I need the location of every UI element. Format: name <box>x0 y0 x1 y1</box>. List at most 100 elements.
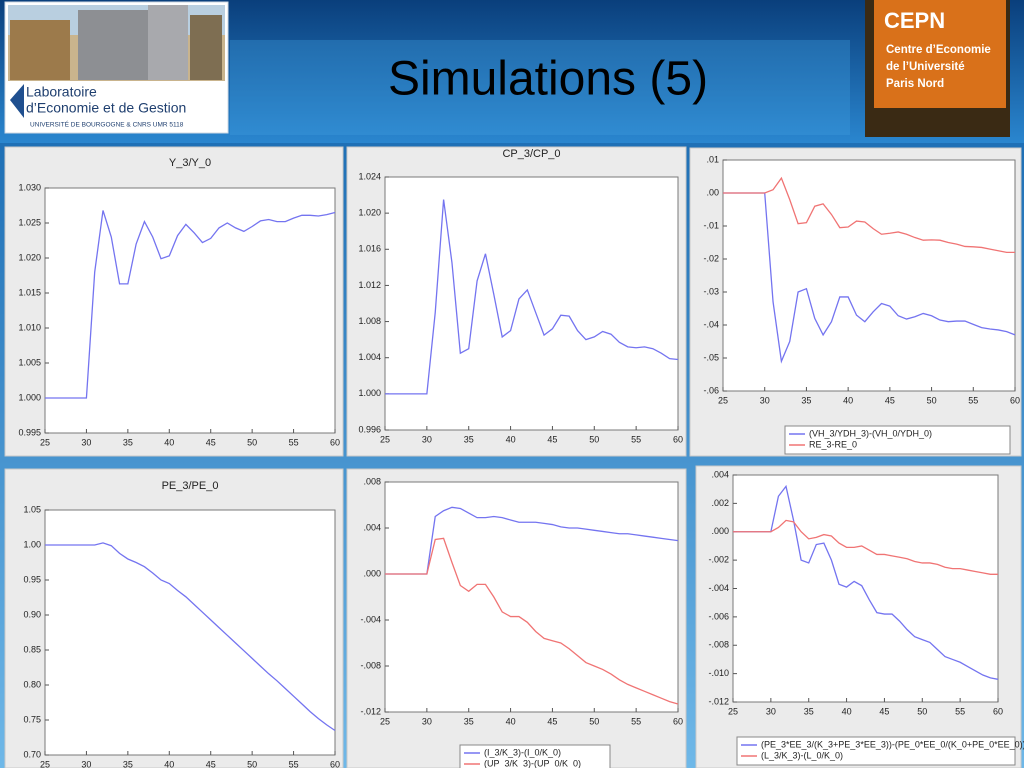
logo-text: de l’Université <box>886 61 965 73</box>
x-tick-label: 60 <box>330 759 340 768</box>
y-tick-label: 1.000 <box>358 388 381 398</box>
y-tick-label: 0.995 <box>18 427 41 437</box>
y-tick-label: .008 <box>363 476 381 486</box>
y-tick-label: -.04 <box>703 319 719 329</box>
y-tick-label: 1.015 <box>18 287 41 297</box>
y-tick-label: 1.030 <box>18 182 41 192</box>
x-tick-label: 45 <box>547 716 557 726</box>
y-tick-label: 1.05 <box>23 504 41 514</box>
chart-title: PE_3/PE_0 <box>162 480 219 492</box>
y-tick-label: -.006 <box>708 611 729 621</box>
x-tick-label: 25 <box>728 706 738 716</box>
y-tick-label: .000 <box>711 526 729 536</box>
legend-label: (VH_3/YDH_3)-(VH_0/YDH_0) <box>809 428 932 438</box>
legend-box <box>736 736 1016 766</box>
series-line <box>385 506 679 575</box>
x-tick-label: 35 <box>804 706 814 716</box>
x-tick-label: 40 <box>506 716 516 726</box>
x-tick-label: 35 <box>123 759 133 768</box>
y-tick-label: 1.004 <box>358 352 381 362</box>
y-tick-label: 1.024 <box>358 171 381 181</box>
x-tick-label: 45 <box>206 759 216 768</box>
y-tick-label: .01 <box>706 154 719 164</box>
logo-text: CEPN <box>884 8 945 33</box>
y-tick-label: 0.85 <box>23 644 41 654</box>
y-tick-label: -.03 <box>703 286 719 296</box>
logo-panel <box>874 0 1006 108</box>
x-tick-label: 25 <box>40 759 50 768</box>
y-tick-label: 1.010 <box>18 322 41 332</box>
x-tick-label: 50 <box>917 706 927 716</box>
y-tick-label: -.002 <box>708 555 729 565</box>
x-tick-label: 55 <box>289 437 299 447</box>
legend-label: (L_3/K_3)-(L_0/K_0) <box>761 750 843 760</box>
legend-label: (UP_3/K_3)-(UP_0/K_0) <box>484 758 581 768</box>
y-tick-label: -.01 <box>703 220 719 230</box>
logo-text: Paris Nord <box>886 78 944 90</box>
x-tick-label: 30 <box>422 716 432 726</box>
y-tick-label: 0.80 <box>23 679 41 689</box>
charts: Y_3/Y_0 0.995 1.000 1.005 1.010 1.015 1.020 1.0… <box>4 146 1024 768</box>
x-tick-label: 55 <box>968 395 978 405</box>
x-tick-label: 40 <box>164 437 174 447</box>
logo-text: Laboratoire <box>26 84 97 100</box>
logo-tree <box>10 20 70 80</box>
x-tick-label: 40 <box>843 395 853 405</box>
x-tick-label: 55 <box>955 706 965 716</box>
y-tick-label: 1.00 <box>23 539 41 549</box>
y-tick-label: 0.996 <box>358 424 381 434</box>
legend-box <box>784 425 1011 455</box>
chart: .004 .002 .000 -.002 -.004 -.006 -.008 -.010 -.0… <box>695 465 1024 768</box>
plot-area <box>44 509 336 756</box>
x-tick-label: 60 <box>673 434 683 444</box>
y-tick-label: 1.016 <box>358 244 381 254</box>
plot-area <box>732 474 999 703</box>
x-tick-label: 50 <box>927 395 937 405</box>
x-tick-label: 30 <box>422 434 432 444</box>
y-tick-label: 1.008 <box>358 316 381 326</box>
y-tick-label: 1.005 <box>18 357 41 367</box>
x-tick-label: 55 <box>289 759 299 768</box>
y-tick-label: 1.012 <box>358 280 381 290</box>
x-tick-label: 30 <box>766 706 776 716</box>
x-tick-label: 45 <box>206 437 216 447</box>
x-tick-label: 35 <box>464 434 474 444</box>
y-tick-label: 1.000 <box>18 392 41 402</box>
logo-text: Centre d’Economie <box>886 44 991 56</box>
y-tick-label: -.004 <box>360 614 381 624</box>
series-line <box>385 199 679 395</box>
y-tick-label: -.02 <box>703 253 719 263</box>
series-line <box>733 519 998 575</box>
plot-area <box>384 481 679 713</box>
y-tick-label: -.008 <box>360 660 381 670</box>
y-tick-label: -.06 <box>703 385 719 395</box>
y-tick-label: .000 <box>363 568 381 578</box>
x-tick-label: 45 <box>547 434 557 444</box>
series-line <box>385 537 679 705</box>
logo-building <box>78 10 148 80</box>
y-tick-label: .004 <box>363 522 381 532</box>
y-tick-label: -.010 <box>708 668 729 678</box>
x-tick-label: 50 <box>247 759 257 768</box>
y-tick-label: 0.70 <box>23 749 41 759</box>
legend-label: (PE_3*EE_3/(K_3+PE_3*EE_3))-(PE_0*EE_0/(… <box>761 739 1024 749</box>
x-tick-label: 40 <box>842 706 852 716</box>
y-tick-label: 1.020 <box>18 252 41 262</box>
x-tick-label: 40 <box>164 759 174 768</box>
x-tick-label: 30 <box>760 395 770 405</box>
x-tick-label: 50 <box>589 434 599 444</box>
x-tick-label: 45 <box>885 395 895 405</box>
left-logo: Laboratoire d’Economie et de Gestion UNI… <box>4 1 229 134</box>
x-tick-label: 25 <box>40 437 50 447</box>
x-tick-label: 30 <box>81 759 91 768</box>
x-tick-label: 50 <box>247 437 257 447</box>
logo-mark <box>10 84 24 118</box>
x-tick-label: 60 <box>330 437 340 447</box>
series-line <box>723 192 1016 364</box>
x-tick-label: 25 <box>380 434 390 444</box>
legend-label: (I_3/K_3)-(I_0/K_0) <box>484 747 561 757</box>
